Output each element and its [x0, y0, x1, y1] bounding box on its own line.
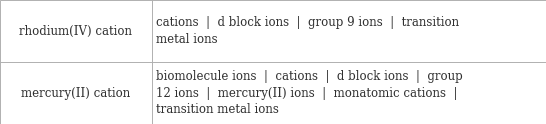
- Text: cations  |  d block ions  |  group 9 ions  |  transition: cations | d block ions | group 9 ions | …: [156, 16, 459, 29]
- Text: transition metal ions: transition metal ions: [156, 103, 279, 116]
- Text: rhodium(IV) cation: rhodium(IV) cation: [20, 25, 132, 37]
- Text: mercury(II) cation: mercury(II) cation: [21, 87, 130, 99]
- Text: metal ions: metal ions: [156, 33, 218, 46]
- Text: 12 ions  |  mercury(II) ions  |  monatomic cations  |: 12 ions | mercury(II) ions | monatomic c…: [156, 87, 458, 99]
- Text: biomolecule ions  |  cations  |  d block ions  |  group: biomolecule ions | cations | d block ion…: [156, 70, 463, 83]
